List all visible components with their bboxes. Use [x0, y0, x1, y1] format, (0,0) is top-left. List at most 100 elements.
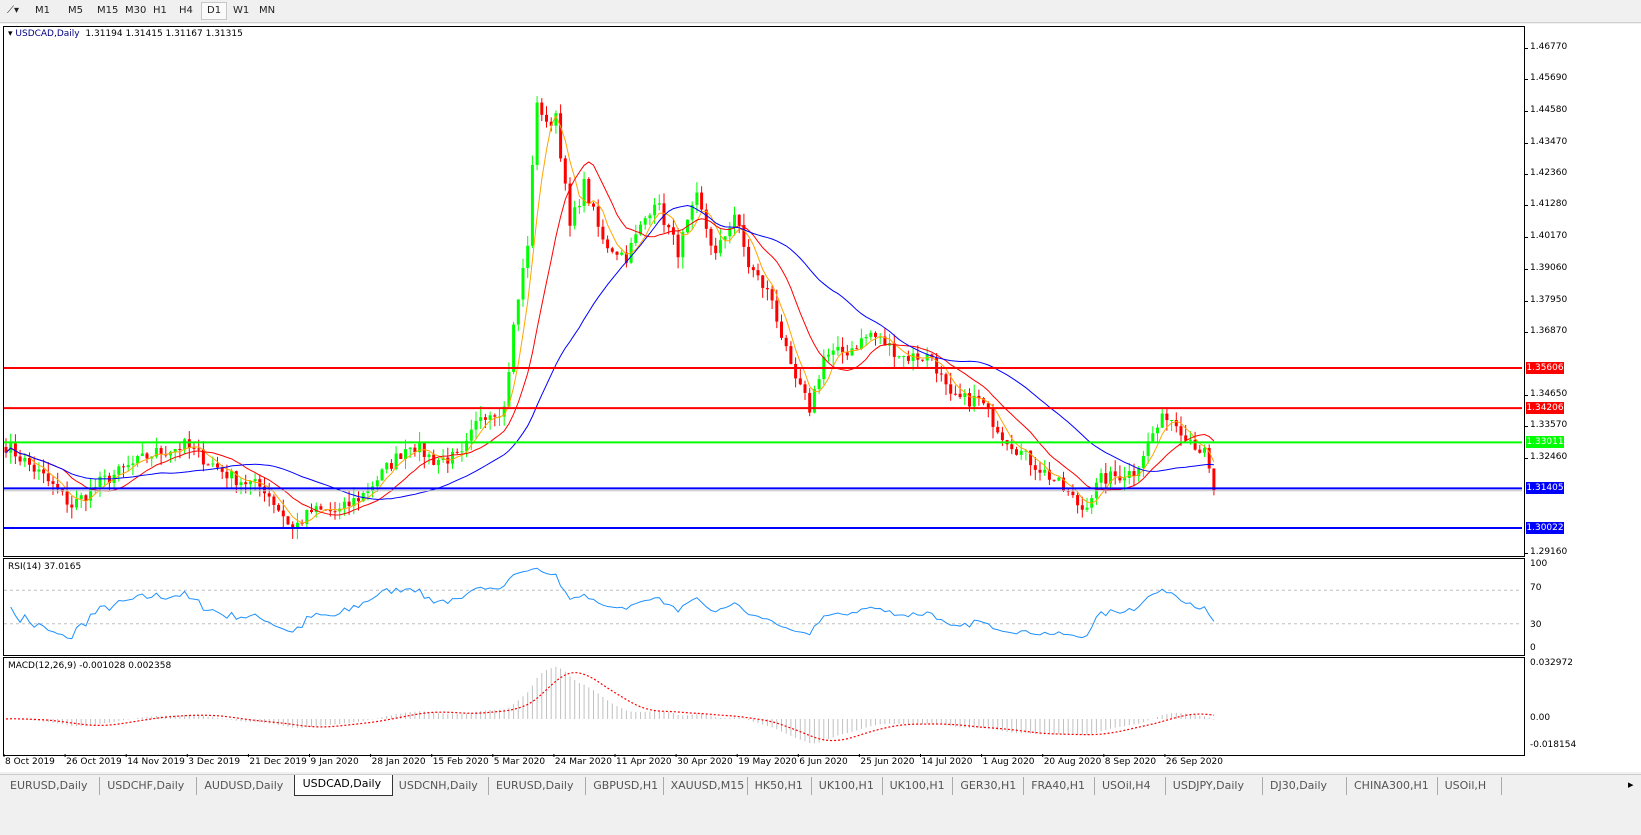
price-axis-label: 1.43470 [1530, 136, 1568, 147]
candle [906, 350, 910, 365]
timeframe-h1[interactable]: H1 [153, 5, 167, 16]
price-axis-label: 1.39060 [1530, 262, 1568, 273]
tab-usdcad-daily[interactable]: USDCAD,Daily [293, 775, 393, 796]
candle [803, 380, 807, 400]
candle [780, 314, 783, 341]
tabs-scroll-right-icon[interactable]: ▸ [1628, 778, 1634, 791]
tab-ger30-h1[interactable]: GER30,H1 [952, 777, 1025, 795]
price-tick [1524, 268, 1528, 270]
candle [718, 229, 722, 257]
timeframe-h4[interactable]: H4 [179, 5, 193, 16]
candle [643, 215, 647, 230]
candle [305, 509, 309, 530]
candle [606, 235, 610, 253]
candle [530, 155, 534, 249]
tab-usdcnh-daily[interactable]: USDCNH,Daily [391, 777, 489, 795]
candle [892, 334, 896, 368]
candle [201, 441, 205, 472]
tab-usdchf-daily[interactable]: USDCHF,Daily [99, 777, 198, 795]
tab-eurusd-daily[interactable]: EURUSD,Daily [488, 777, 587, 795]
candle [1033, 456, 1037, 481]
chart-tabs: EURUSD,Daily USDCHF,Daily AUDUSD,Daily USDC… [0, 774, 1641, 797]
rsi-axis-label: 0 [1530, 643, 1536, 653]
candle [436, 458, 440, 474]
tab-audusd-daily[interactable]: AUDUSD,Daily [196, 777, 295, 795]
candle [230, 468, 234, 489]
candle [850, 341, 854, 357]
candle [751, 264, 755, 278]
candle [1207, 444, 1211, 473]
candle [733, 206, 736, 236]
tab-china300-h1[interactable]: CHINA300,H1 [1346, 777, 1438, 795]
candle [23, 453, 27, 468]
timeframe-m5[interactable]: M5 [68, 5, 83, 16]
candle [126, 455, 130, 471]
candle [295, 512, 299, 540]
time-axis-label: 24 Mar 2020 [554, 757, 612, 767]
tab-dj30-daily[interactable]: DJ30,Daily [1262, 777, 1347, 795]
timeframe-m1[interactable]: M1 [35, 5, 50, 16]
candle [164, 446, 168, 458]
price-tick [1524, 142, 1528, 144]
candle [404, 439, 407, 469]
candle [192, 441, 196, 456]
tab-usoil-h[interactable]: USOil,H [1437, 777, 1502, 795]
candle [869, 330, 873, 340]
candle [516, 299, 520, 332]
candle [756, 263, 760, 281]
price-axis-label: 1.32460 [1530, 452, 1568, 463]
candle [131, 455, 135, 476]
candle [521, 258, 525, 307]
candle [549, 117, 553, 132]
candle [526, 236, 530, 278]
candle [70, 496, 74, 519]
time-axis-label: 9 Jan 2020 [310, 757, 359, 767]
candle [389, 459, 393, 472]
main-price-pane[interactable] [3, 26, 1525, 557]
candle [225, 464, 229, 488]
candle [1179, 416, 1183, 446]
timeframe-mn[interactable]: MN [259, 5, 276, 16]
candle [859, 328, 863, 351]
macd-pane[interactable] [3, 657, 1525, 756]
time-axis-label: 6 Jun 2020 [799, 757, 848, 767]
candle [690, 201, 694, 230]
candle [996, 420, 1000, 434]
timeframe-w1[interactable]: W1 [233, 5, 250, 16]
candle [319, 503, 323, 511]
timeframe-m30[interactable]: M30 [125, 5, 147, 16]
candle [615, 251, 619, 261]
candle [1123, 466, 1127, 491]
tab-uk100-h1[interactable]: UK100,H1 [811, 777, 883, 795]
candle [845, 344, 849, 361]
candle [944, 372, 948, 395]
tab-eurusd-daily[interactable]: EURUSD,Daily [2, 777, 101, 795]
candle [277, 503, 281, 512]
hline-price-label: 1.31405 [1526, 482, 1564, 495]
rsi-pane[interactable] [3, 558, 1525, 656]
timeframe-d1[interactable]: D1 [201, 2, 228, 20]
tab-usoil-h4[interactable]: USOil,H4 [1094, 777, 1166, 795]
price-tick [1524, 395, 1528, 397]
candle [958, 383, 962, 399]
tab-gbpusd-h1[interactable]: GBPUSD,H1 [585, 777, 664, 795]
candle [1109, 466, 1112, 488]
tab-fra40-h1[interactable]: FRA40,H1 [1023, 777, 1095, 795]
candle [103, 469, 107, 487]
candle [333, 501, 337, 520]
candle [136, 454, 140, 467]
candle [902, 355, 906, 368]
line-tools-icon[interactable]: ⟋▾ [7, 5, 20, 16]
tab-xauusd-m15[interactable]: XAUUSD,M15 [663, 777, 748, 795]
candle [1141, 450, 1145, 477]
candle [573, 200, 577, 230]
candle [610, 246, 614, 254]
tab-usdjpy-daily[interactable]: USDJPY,Daily [1165, 777, 1263, 795]
candle [427, 452, 431, 465]
timeframe-m15[interactable]: M15 [97, 5, 119, 16]
tab-uk100-h1[interactable]: UK100,H1 [882, 777, 954, 795]
candle [789, 341, 793, 365]
candle [770, 285, 774, 309]
candle [18, 449, 22, 466]
tab-hk50-h1[interactable]: HK50,H1 [747, 777, 812, 795]
